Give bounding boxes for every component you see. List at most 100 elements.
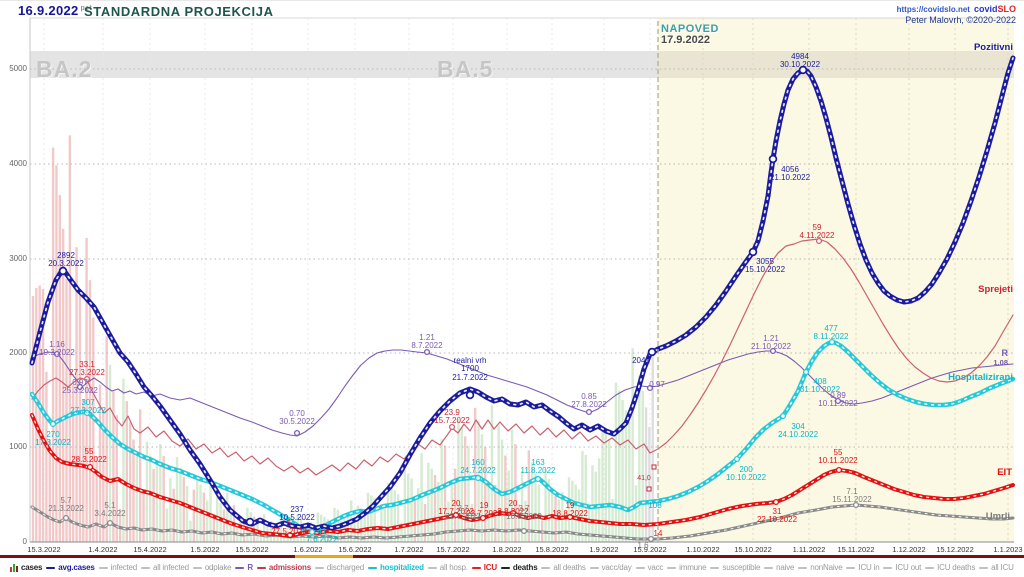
legend-dash-icon [589,566,599,569]
data-point-annotation: realni vrh 1700 21.7.2022 [452,356,488,382]
data-point-annotation: 19 18.8.2022 [552,501,588,519]
data-point-annotation: 200 10.10.2022 [725,465,767,483]
legend-item-label: admissions [268,563,311,572]
y-axis-tick-label: 1000 [9,442,27,451]
x-axis-tick-label: 15.11.2022 [837,545,875,554]
data-point-annotation: 0.70 30.5.2022 [279,409,315,427]
data-point-annotation: 108 [648,501,662,510]
legend-dash-icon [471,566,481,569]
legend-item-discharged[interactable]: discharged [314,563,364,572]
forecast-label: NAPOVED [661,23,719,35]
data-point-annotation: 0.85 27.8.2022 [571,392,607,410]
data-point-annotation: 31 22.10.2022 [756,507,798,525]
legend-item-label: ICU in [858,563,880,572]
legend-dash-icon [427,566,437,569]
data-point-annotation: 5.7 21.3.2022 [48,496,84,514]
x-axis-tick-label: 15.8.2022 [535,545,569,554]
legend-item-label: avg.cases [58,563,95,572]
x-axis-tick-label: 1.5.2022 [190,545,220,554]
x-axis-tick-label: 15.9.2022 [633,545,667,554]
site-credits: https://covidslo.net covidSLO Peter Malov… [897,2,1016,26]
legend-dash-icon [710,566,720,569]
series-end-label: 1.08 [993,358,1008,367]
legend-item-label: ICU [483,563,497,572]
legend-item-label: all hosp. [439,563,468,572]
series-end-label: Umrli [985,511,1010,522]
data-point-annotation: 2041 [632,356,650,365]
legend-item-label: infected [110,563,138,572]
data-point-annotation: 1.6 [637,541,649,550]
legend-item-label: nonNaive [810,563,843,572]
legend-item-icu-out[interactable]: ICU out [883,563,921,572]
legend-item-label: hospitalized [380,563,424,572]
data-point-annotation: 3.7 22.7.2022 [445,504,481,522]
x-axis-tick-label: 1.11.2022 [792,545,826,554]
legend-dash-icon [846,566,856,569]
series-legend-bar: cases avg.cases infected all infected odplak… [0,558,1024,577]
legend-item-r[interactable]: R [235,563,253,572]
legend-item-deaths[interactable]: deaths [500,563,538,572]
variant-watermark-ba5: BA.5 [437,56,494,82]
legend-item-all-deaths[interactable]: all deaths [541,563,586,572]
brand-covid: covid [973,4,998,14]
legend-item-vacc-day[interactable]: vacc/day [589,563,632,572]
legend-item-vacc[interactable]: vacc [635,563,663,572]
data-point-annotation: 4984 30.10.2022 [779,52,821,70]
legend-item-susceptible[interactable]: susceptible [710,563,760,572]
data-point-annotation: 0.89 10.11.2022 [818,391,858,409]
legend-item-icu-deaths[interactable]: ICU deaths [925,563,975,572]
legend-item-label: ICU deaths [937,563,976,572]
legend-item-label: susceptible [722,563,761,572]
data-point-annotation: 163 11.8.2022 [520,458,556,476]
legend-item-label: all ICU [991,563,1014,572]
site-url-link[interactable]: https://covidslo.net [896,5,970,14]
legend-item-admissions[interactable]: admissions [256,563,311,572]
y-axis-tick-label: 2000 [9,348,27,357]
legend-dash-icon [979,566,989,569]
legend-item-infected[interactable]: infected [98,563,138,572]
series-end-label: EIT [997,467,1012,478]
legend-item-hospitalized[interactable]: hospitalized [368,563,424,572]
legend-item-naive[interactable]: naive [764,563,795,572]
x-axis-tick-label: 15.5.2022 [235,545,269,554]
data-point-annotation: 7.1 15.11.2022 [832,487,872,505]
legend-item-label: deaths [512,563,538,572]
legend-dash-icon [635,566,645,569]
legend-item-all-hosp-[interactable]: all hosp. [427,563,468,572]
y-axis-tick-label: 5000 [9,64,27,73]
legend-item-all-icu[interactable]: all ICU [979,563,1014,572]
x-axis-tick-label: 15.10.2022 [734,545,772,554]
x-axis-tick-label: 1.10.2022 [686,545,720,554]
legend-dash-icon [798,566,808,569]
x-axis-tick-label: 15.7.2022 [436,545,470,554]
legend-dash-icon [368,566,377,569]
data-point-annotation: 59 4.11.2022 [799,223,835,241]
legend-item-label: all infected [153,563,189,572]
legend-dash-icon [256,566,266,569]
legend-item-immune[interactable]: immune [667,563,707,572]
legend-dash-icon [46,566,56,569]
y-axis-tick-label: 3000 [9,254,27,263]
data-point-annotation: 1.21 8.7.2022 [411,333,443,351]
legend-item-avg-cases[interactable]: avg.cases [46,563,95,572]
legend-item-label: naive [776,563,795,572]
data-point-annotation: 5.1 3.4.2022 [94,501,126,519]
legend-dash-icon [141,566,150,569]
forecast-marker: NAPOVED 17.9.2022 [661,24,719,46]
data-point-annotation: 33.1 27.3.2022 [69,360,105,378]
page-title: STANDARDNA PROJEKCIJA [84,4,274,19]
series-end-label: Sprejeti [978,284,1013,295]
legend-item-icu-in[interactable]: ICU in [846,563,880,572]
legend-dash-icon [500,566,510,569]
legend-item-nonnaive[interactable]: nonNaive [798,563,843,572]
data-point-annotation: 14 [653,529,663,538]
legend-item-label: all deaths [553,563,586,572]
legend-item-icu[interactable]: ICU [471,563,497,572]
forecast-date: 17.9.2022 [661,34,710,46]
legend-item-odplake[interactable]: odplake [192,563,232,572]
legend-item-all-infected[interactable]: all infected [141,563,189,572]
legend-item-cases[interactable]: cases [10,563,42,572]
data-point-annotation: 20 17.7.2022 [438,499,474,517]
